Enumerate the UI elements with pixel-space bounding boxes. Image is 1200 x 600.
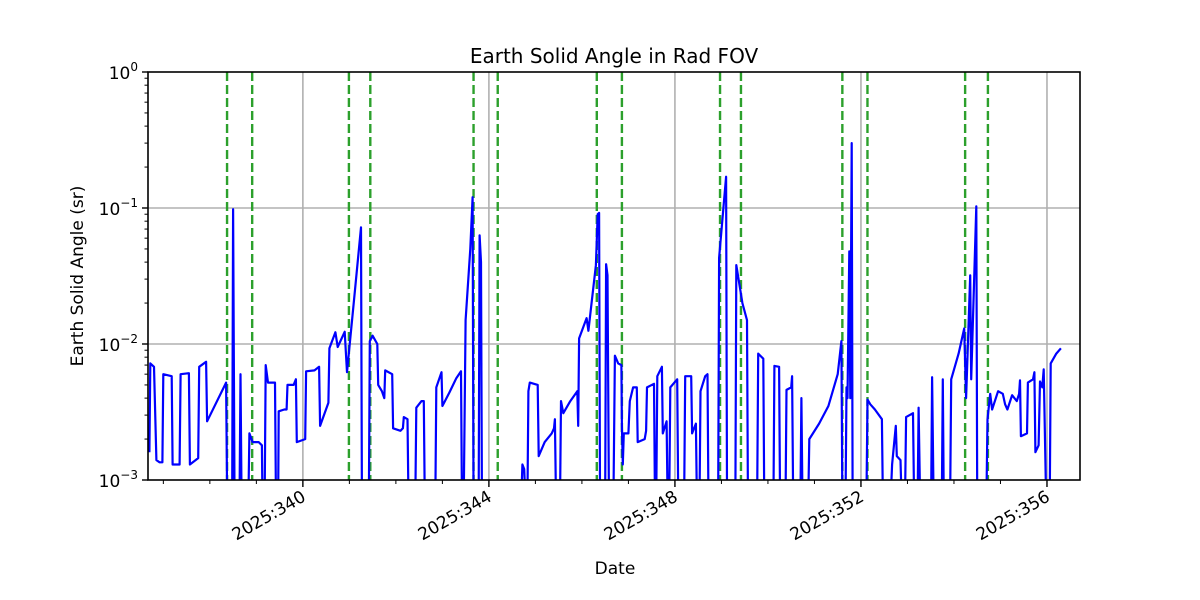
x-axis-label: Date bbox=[595, 559, 636, 579]
plot-area bbox=[148, 142, 1062, 480]
chart-title: Earth Solid Angle in Rad FOV bbox=[470, 44, 759, 68]
earth-solid-angle-line bbox=[148, 142, 1062, 480]
grid-lines bbox=[148, 72, 1080, 480]
y-axis-label: Earth Solid Angle (sr) bbox=[68, 186, 88, 367]
y-tick-label: 10−2 bbox=[99, 332, 138, 356]
plot-frame bbox=[147, 71, 1081, 481]
y-tick-label: 10−1 bbox=[99, 196, 138, 220]
